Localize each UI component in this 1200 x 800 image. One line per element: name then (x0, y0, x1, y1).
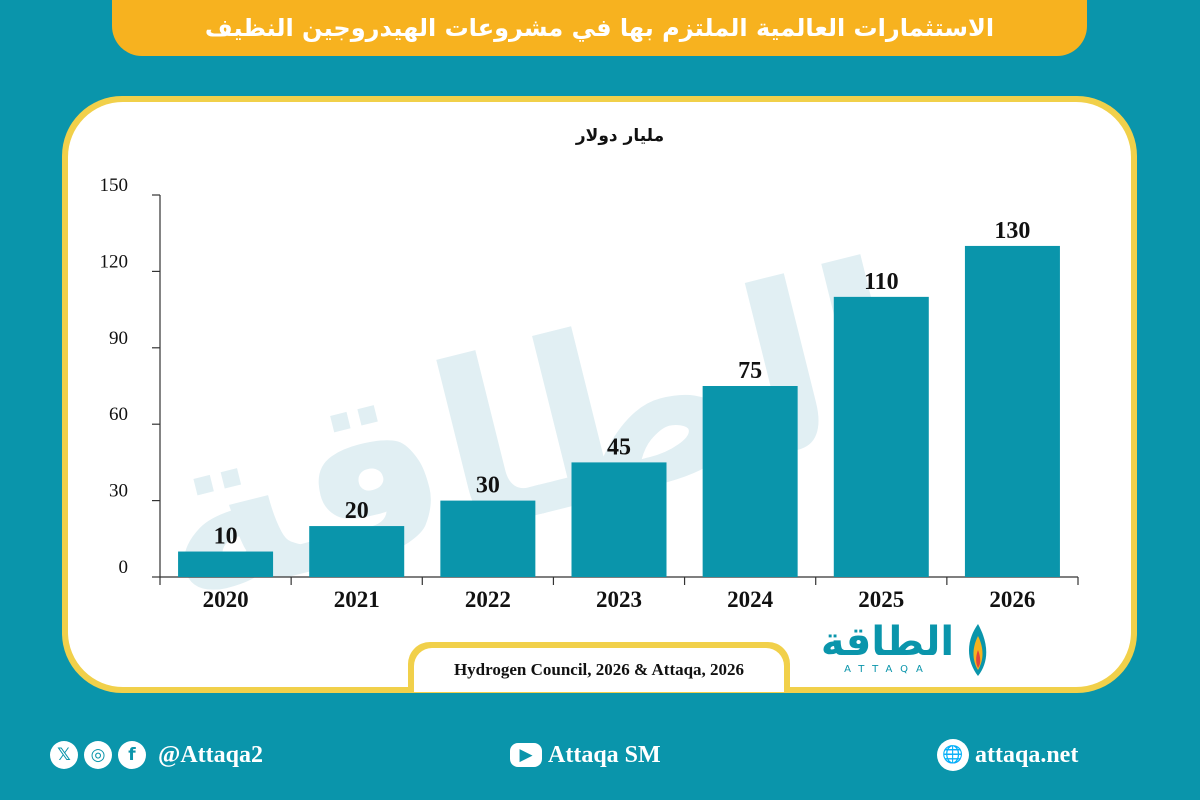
chart-title: الاستثمارات العالمية الملتزم بها في مشرو… (204, 14, 995, 42)
x-tick-label: 2022 (465, 587, 511, 612)
title-banner: الاستثمارات العالمية الملتزم بها في مشرو… (112, 0, 1087, 56)
bar-value-label: 130 (994, 218, 1030, 244)
bar-value-label: 45 (607, 434, 631, 460)
facebook-icon[interactable]: f (118, 741, 146, 769)
bar-value-label: 10 (214, 524, 238, 550)
y-tick-label: 60 (109, 404, 128, 425)
x-tick-label: 2021 (334, 587, 380, 612)
y-tick-label: 90 (109, 328, 128, 349)
website-url[interactable]: attaqa.net (975, 741, 1079, 768)
bar (964, 245, 1060, 577)
bar (833, 296, 929, 577)
instagram-icon[interactable]: ◎ (84, 741, 112, 769)
y-tick-label: 120 (100, 251, 129, 272)
y-tick-label: 150 (100, 175, 129, 196)
bar (309, 526, 405, 577)
youtube-channel[interactable]: Attaqa SM (548, 741, 661, 768)
bar-value-label: 30 (476, 473, 500, 499)
logo-latin-text: ATTAQA (844, 664, 931, 675)
globe-icon[interactable]: 🌐 (937, 739, 969, 771)
bar (702, 386, 798, 577)
website-link: 🌐 attaqa.net (937, 735, 1078, 775)
social-handle[interactable]: @Attaqa2 (158, 741, 263, 768)
x-tick-label: 2024 (727, 587, 774, 612)
x-tick-label: 2020 (203, 587, 249, 612)
y-axis-unit-label: مليار دولار (575, 126, 665, 146)
youtube-link: ▶ Attaqa SM (510, 735, 661, 775)
flame-logo-icon (968, 624, 987, 676)
logo-arabic-text: الطاقة (820, 619, 955, 665)
bar-value-label: 75 (738, 358, 762, 384)
social-links: 𝕏 ◎ f @Attaqa2 (50, 735, 263, 775)
x-tick-label: 2023 (596, 587, 642, 612)
bar (440, 500, 536, 577)
attaqa-logo: الطاقة ATTAQA (815, 618, 995, 682)
bar-value-label: 20 (345, 498, 369, 524)
chart-card: الطاقة (68, 102, 1131, 687)
bar-value-label: 110 (864, 269, 899, 295)
bar (178, 551, 274, 577)
youtube-icon[interactable]: ▶ (510, 743, 542, 767)
y-tick-label: 30 (109, 481, 128, 502)
y-tick-label: 0 (119, 557, 129, 578)
source-text: Hydrogen Council, 2026 & Attaqa, 2026 (414, 648, 784, 692)
bar (571, 462, 667, 577)
x-twitter-icon[interactable]: 𝕏 (50, 741, 78, 769)
x-tick-label: 2026 (989, 587, 1035, 612)
x-tick-label: 2025 (858, 587, 904, 612)
